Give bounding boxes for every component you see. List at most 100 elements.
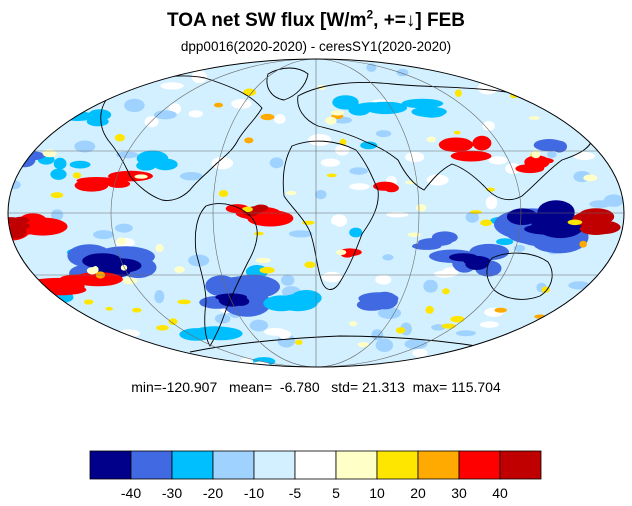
- coast-africa: [282, 140, 379, 290]
- flux-patch: [505, 163, 521, 175]
- flux-patch: [335, 249, 347, 256]
- flux-patch: [377, 307, 402, 319]
- flux-patch: [162, 94, 181, 101]
- flux-patch: [360, 141, 378, 150]
- coast-north-america: [100, 75, 263, 201]
- flux-patch: [281, 274, 295, 286]
- flux-patch: [579, 240, 587, 248]
- colorbar-box: [335, 450, 378, 480]
- flux-patch: [418, 107, 446, 118]
- coast-eurasia: [297, 82, 594, 200]
- flux-patch: [513, 244, 526, 252]
- coast-greenland: [266, 67, 309, 101]
- flux-patch: [295, 339, 303, 345]
- flux-patch: [8, 217, 21, 224]
- map-title-suffix: , +=↓] FEB: [373, 10, 466, 31]
- flux-patch: [322, 271, 343, 283]
- flux-patch: [188, 254, 210, 267]
- flux-patch: [231, 99, 252, 109]
- stat-max-label: max=: [412, 379, 448, 395]
- flux-patch: [356, 299, 387, 311]
- flux-patch: [349, 321, 358, 327]
- flux-patch: [122, 277, 138, 285]
- flux-patch: [253, 204, 269, 212]
- flux-patch: [515, 164, 545, 174]
- flux-patch: [51, 185, 74, 194]
- flux-patch: [496, 238, 514, 246]
- flux-patch: [326, 173, 337, 178]
- flux-patch: [124, 98, 145, 113]
- flux-patch: [395, 327, 406, 334]
- stat-std-label: std=: [331, 379, 359, 395]
- mollweide-map: [7, 58, 625, 368]
- flux-patch: [442, 288, 450, 295]
- flux-patch: [249, 319, 268, 332]
- stat-max-value: 115.704: [451, 379, 501, 395]
- flux-patch: [285, 190, 297, 196]
- flux-patch: [193, 326, 238, 338]
- flux-patch: [371, 329, 384, 341]
- flux-patch: [423, 279, 438, 293]
- colorbar-tick-label: 30: [451, 485, 467, 501]
- flux-patch: [577, 208, 615, 226]
- flux-patch: [50, 168, 67, 180]
- flux-patch: [53, 157, 67, 170]
- flux-patch: [274, 114, 286, 124]
- flux-patch: [567, 219, 583, 226]
- stat-mean-label: mean=: [228, 379, 273, 395]
- colorbar-tick-label: -40: [121, 485, 141, 501]
- flux-patch: [349, 183, 370, 191]
- flux-patch: [260, 113, 275, 121]
- flux-patch: [168, 318, 178, 325]
- flux-patch: [494, 307, 507, 313]
- flux-patch: [177, 299, 191, 305]
- flux-patch: [155, 244, 164, 253]
- flux-patch: [185, 268, 199, 275]
- colorbar-box: [417, 450, 460, 480]
- colorbar-tick-label: -10: [244, 485, 264, 501]
- flux-patch: [50, 192, 64, 199]
- flux-patch: [308, 134, 332, 146]
- flux-patch: [533, 139, 565, 152]
- flux-patch: [74, 179, 109, 192]
- flux-patch: [568, 281, 591, 290]
- flux-patch: [101, 257, 123, 273]
- statistics-line: min=-120.907 mean= -6.780 std= 21.313 ma…: [0, 379, 632, 395]
- colorbar-box: [253, 450, 296, 480]
- flux-patch: [283, 65, 307, 78]
- flux-patch: [401, 98, 444, 109]
- flux-patch: [83, 299, 94, 305]
- flux-patch: [547, 150, 557, 159]
- flux-patch: [332, 95, 359, 110]
- flux-patch: [224, 274, 280, 299]
- flux-patch: [188, 110, 203, 118]
- flux-patch: [312, 128, 329, 135]
- flux-patch: [278, 294, 318, 312]
- flux-patch: [156, 325, 169, 331]
- flux-patch: [222, 116, 239, 124]
- map-title-superscript: 2: [366, 7, 374, 22]
- flux-patch: [528, 116, 540, 120]
- flux-patch: [412, 348, 428, 358]
- flux-patch: [288, 230, 313, 238]
- flux-patch: [450, 315, 465, 323]
- flux-patch: [115, 223, 133, 233]
- coast-south-america: [194, 203, 258, 347]
- flux-patch: [331, 214, 348, 227]
- flux-patch: [259, 266, 275, 274]
- flux-patch: [426, 174, 449, 186]
- flux-patch: [209, 86, 227, 97]
- flux-patch: [269, 157, 284, 169]
- flux-patch: [531, 212, 577, 234]
- flux-patch: [485, 196, 498, 210]
- stat-min-label: min=: [131, 379, 162, 395]
- flux-patch: [114, 134, 125, 142]
- stat-mean-value: -6.780: [279, 379, 320, 395]
- flux-patch: [86, 116, 109, 127]
- flux-anomaly-patches: [8, 63, 624, 367]
- flux-patch: [32, 277, 84, 286]
- map-title: TOA net SW flux [W/m2, +=↓] FEB: [0, 7, 632, 32]
- map-border: [7, 58, 625, 368]
- flux-patch: [116, 151, 139, 159]
